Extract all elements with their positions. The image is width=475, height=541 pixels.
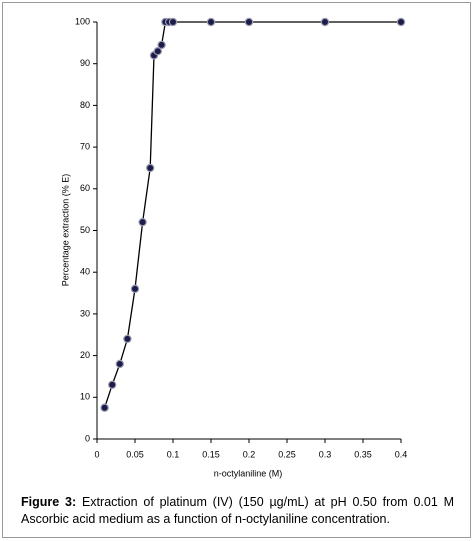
y-tick-label: 100 <box>75 16 90 26</box>
data-point <box>244 17 254 27</box>
chart: n-octylaniline (M) Percentage extraction… <box>60 16 408 478</box>
data-line <box>103 21 401 408</box>
y-tick-label: 10 <box>80 392 90 402</box>
data-point <box>138 217 147 227</box>
data-point <box>206 17 216 27</box>
data-point <box>168 17 178 27</box>
y-tick-label: 90 <box>80 58 90 68</box>
x-tick-label: 0.2 <box>243 449 256 459</box>
x-tick-label: 0.25 <box>278 449 296 459</box>
x-tick-label: 0.1 <box>167 449 180 459</box>
data-point <box>157 40 166 50</box>
data-point <box>107 380 117 389</box>
y-tick-label: 60 <box>80 183 90 193</box>
data-point <box>123 334 132 344</box>
caption-label: Figure 3: <box>21 495 77 509</box>
data-point <box>100 403 109 412</box>
data-point <box>145 163 155 173</box>
data-point <box>320 17 330 27</box>
y-tick-label: 20 <box>80 350 90 360</box>
x-tick-label: 0.4 <box>395 449 408 459</box>
data-point <box>115 359 125 369</box>
y-tick-label: 50 <box>80 225 90 235</box>
y-axis-title: Percentage extraction (% E) <box>60 174 70 287</box>
x-axis-title: n-octylaniline (M) <box>214 468 283 478</box>
x-tick-label: 0.15 <box>202 449 220 459</box>
x-tick-label: 0.35 <box>354 449 372 459</box>
data-point <box>153 46 162 56</box>
caption: Figure 3: Extraction of platinum (IV) (1… <box>21 494 454 528</box>
y-tick-label: 40 <box>80 267 90 277</box>
data-point <box>396 17 406 27</box>
figure-frame <box>2 2 471 538</box>
caption-text: Extraction of platinum (IV) (150 µg/mL) … <box>21 495 454 526</box>
x-tick-label: 0.3 <box>319 449 332 459</box>
y-tick-label: 70 <box>80 141 90 151</box>
data-point <box>130 284 140 294</box>
x-tick-label: 0.05 <box>126 449 144 459</box>
y-tick-label: 30 <box>80 308 90 318</box>
x-tick-label: 0 <box>94 449 99 459</box>
y-tick-label: 0 <box>85 433 90 443</box>
y-tick-label: 80 <box>80 100 90 110</box>
